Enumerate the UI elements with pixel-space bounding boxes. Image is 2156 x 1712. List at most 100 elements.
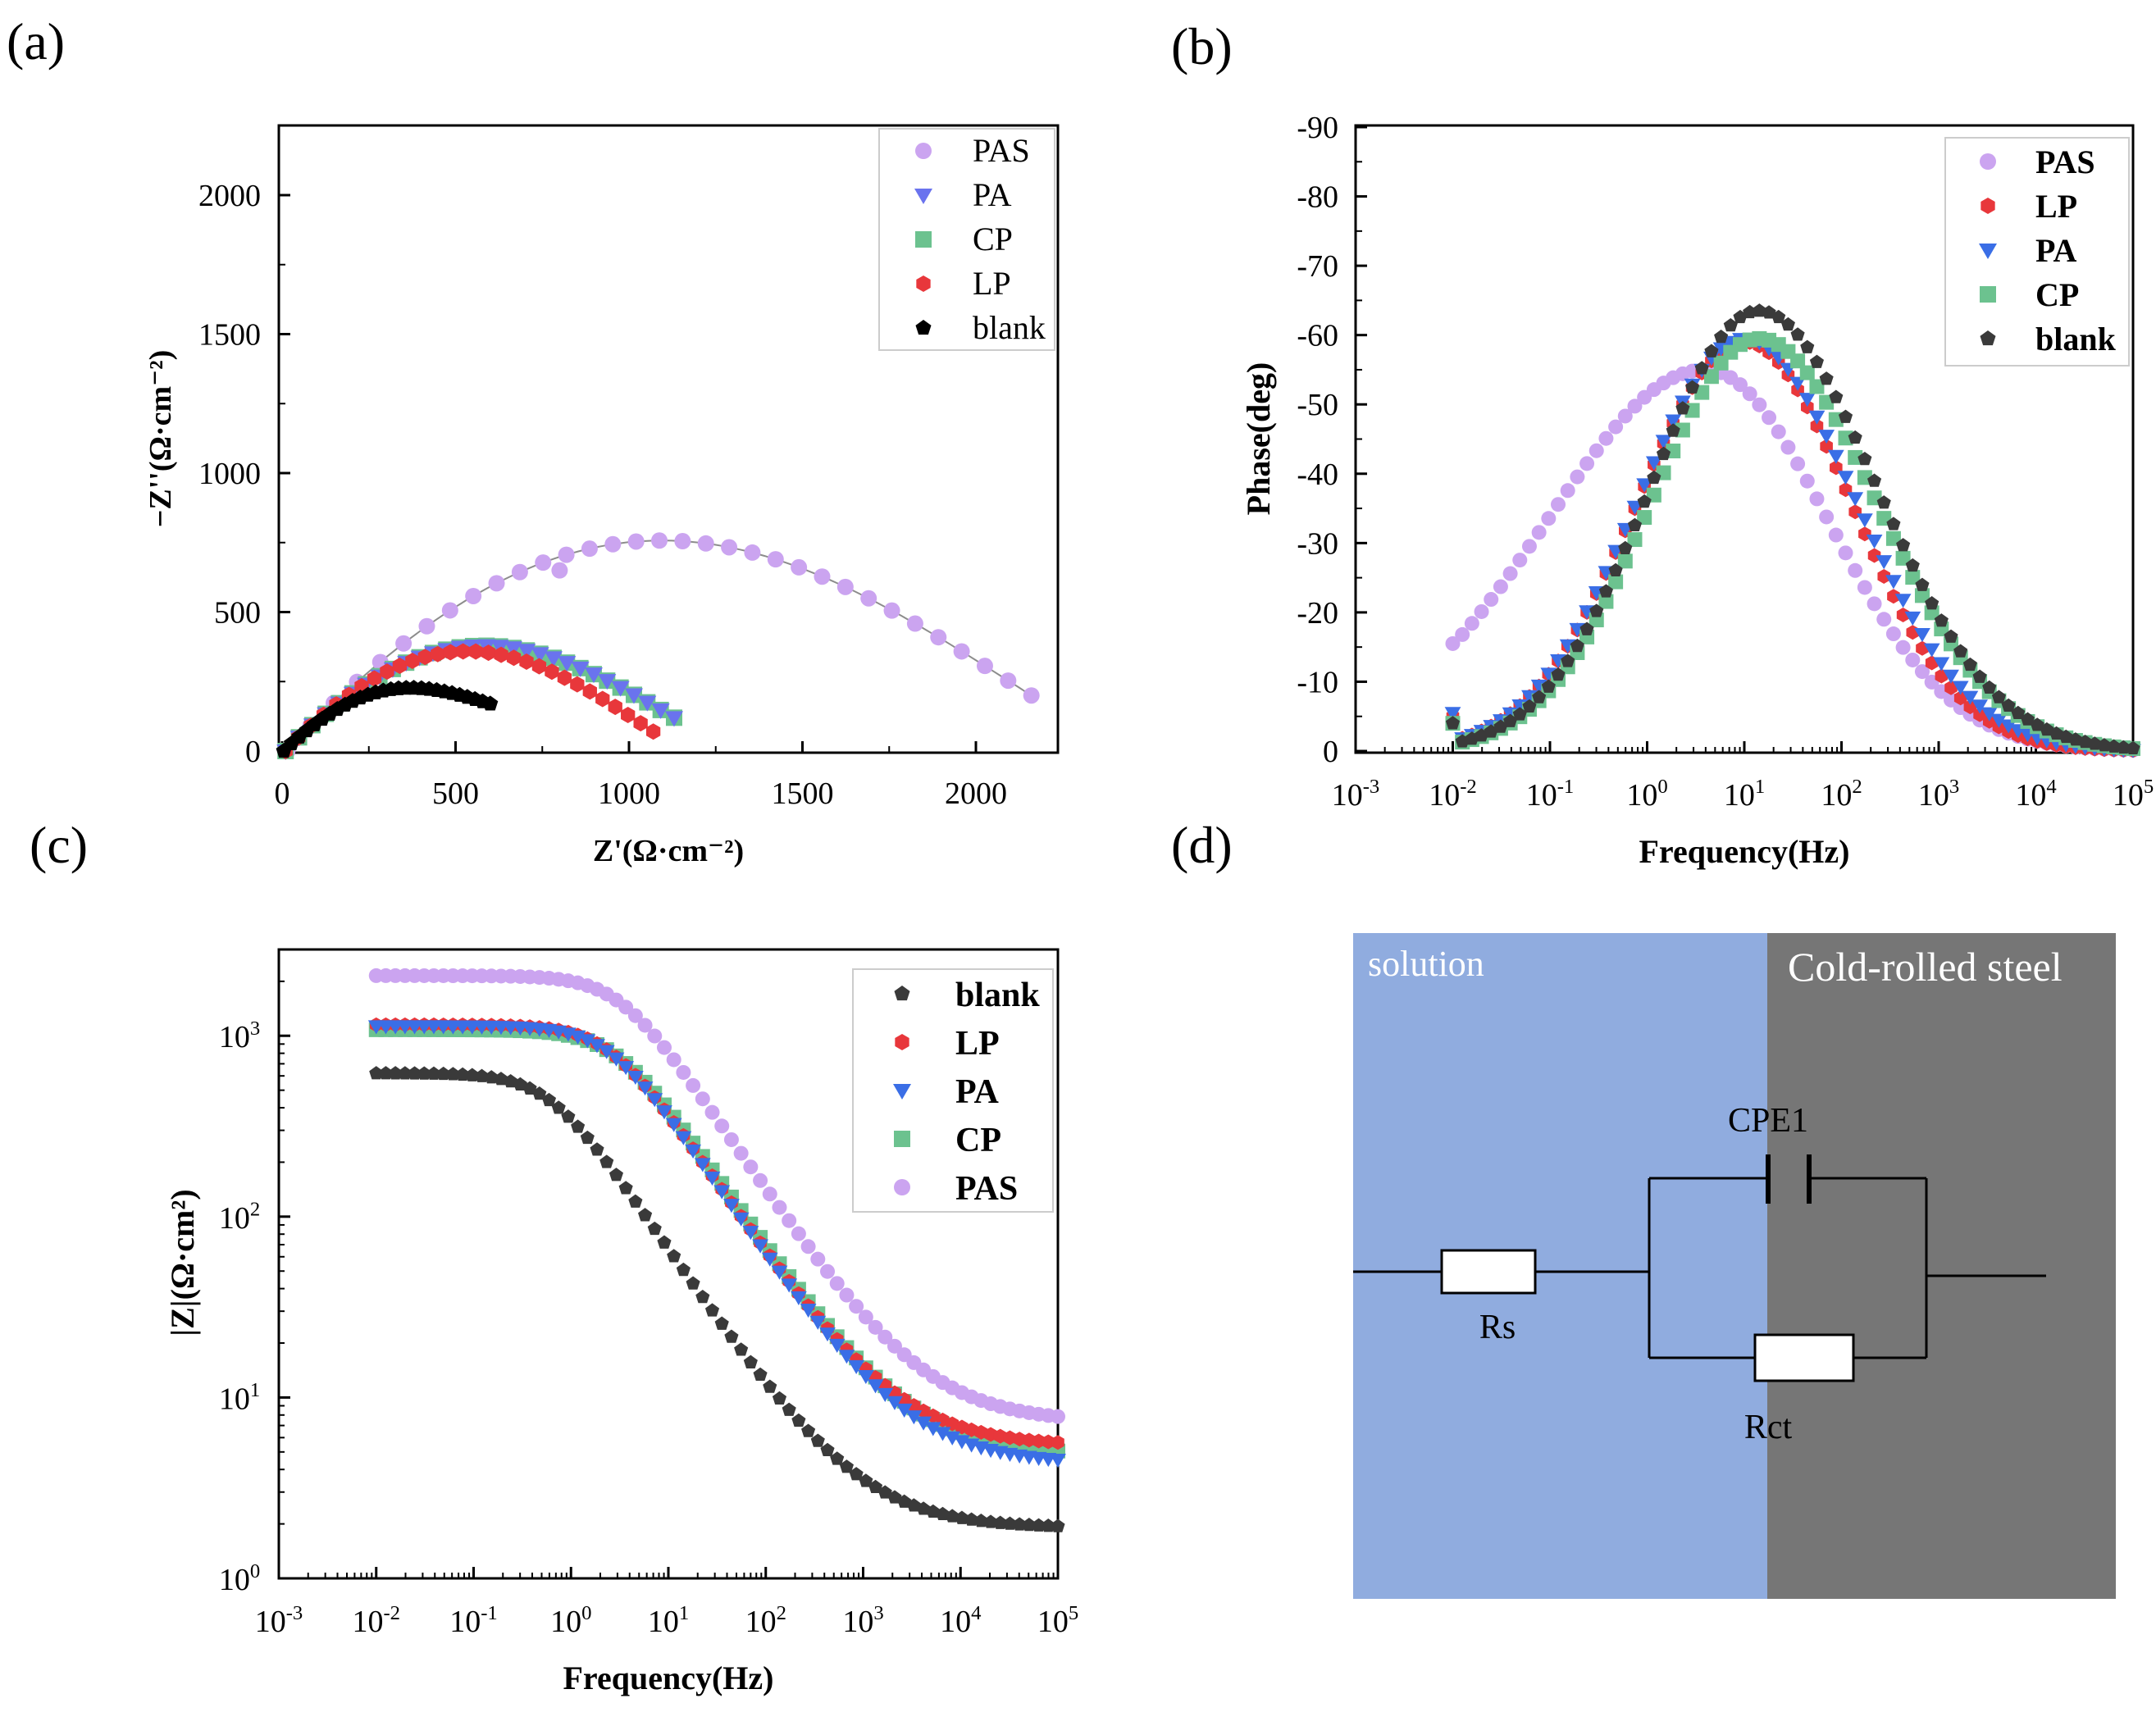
chart-b-point-blank xyxy=(1675,401,1690,415)
chart-c-point-blank xyxy=(667,1249,681,1263)
chart-b-point-PAS xyxy=(1895,640,1911,655)
chart-a-point-LP xyxy=(608,699,622,716)
chart-a-legend-box xyxy=(878,128,1055,351)
chart-c-point-LP xyxy=(1003,1430,1017,1446)
chart-b-point-PA xyxy=(1866,535,1883,549)
chart-c-point-blank xyxy=(810,1433,825,1447)
chart-a-point-blank xyxy=(482,695,499,711)
chart-b-point-CP xyxy=(1637,510,1652,526)
chart-b-point-PAS xyxy=(1531,525,1547,540)
chart-b-point-PAS xyxy=(1579,456,1595,471)
cpe1-capacitor xyxy=(1766,1154,1812,1204)
chart-a-point-PAS xyxy=(465,587,482,604)
chart-c-point-LP xyxy=(984,1427,997,1442)
chart-b-point-PAS xyxy=(1474,603,1489,619)
chart-b-point-blank xyxy=(1800,339,1815,353)
chart-c-point-blank xyxy=(753,1367,768,1382)
chart-a-point-PA xyxy=(517,644,536,660)
chart-c-point-PAS xyxy=(714,1118,730,1134)
chart-c-point-blank xyxy=(618,1181,633,1195)
chart-c-xtick-label: 100 xyxy=(550,1602,591,1639)
chart-b-point-CP xyxy=(1838,430,1853,446)
panel-label-d: (d) xyxy=(1171,816,1233,874)
solution-region xyxy=(1353,933,1767,1599)
chart-a-point-LP xyxy=(531,658,547,675)
chart-c-point-blank xyxy=(964,1512,979,1526)
chart-c-point-LP xyxy=(897,1391,911,1407)
chart-b-point-blank xyxy=(1694,361,1709,375)
chart-c-point-PA xyxy=(828,1338,846,1353)
chart-b-point-PAS xyxy=(1617,408,1633,424)
chart-c-point-blank xyxy=(571,1119,586,1133)
chart-c-point-PA xyxy=(627,1070,644,1086)
chart-a-point-PAS xyxy=(697,535,714,552)
chart-a-xtick-label: 500 xyxy=(432,776,479,811)
chart-c-point-blank xyxy=(599,1154,614,1168)
chart-c-point-LP xyxy=(955,1419,969,1435)
rs-label: Rs xyxy=(1479,1309,1516,1346)
chart-c-point-PAS xyxy=(743,1159,759,1175)
chart-b-xtick-label: 105 xyxy=(2113,776,2154,813)
chart-c-point-blank xyxy=(859,1473,873,1487)
chart-a-point-LP xyxy=(468,643,483,660)
chart-b-legend-label-PAS: PAS xyxy=(2035,143,2095,180)
chart-c-legend-marker-PA xyxy=(893,1084,911,1100)
chart-c-point-LP xyxy=(1013,1432,1026,1447)
chart-c-point-PAS xyxy=(656,1040,672,1055)
steel-label: Cold-rolled steel xyxy=(1788,944,2063,990)
solution-label: solution xyxy=(1368,944,1484,984)
chart-c-point-LP xyxy=(907,1398,921,1414)
chart-b-point-LP xyxy=(1867,548,1881,563)
chart-c-point-PA xyxy=(608,1052,625,1067)
chart-c-point-PA xyxy=(809,1315,827,1330)
chart-a-points xyxy=(276,532,1040,760)
chart-b-legend-marker-LP xyxy=(1981,198,1995,214)
chart-c-point-LP xyxy=(1051,1435,1064,1450)
chart-a-point-LP xyxy=(456,643,471,660)
chart-a-point-PAS xyxy=(551,562,568,579)
chart-a-legend-label-blank: blank xyxy=(973,309,1046,346)
chart-b-point-PA xyxy=(1923,643,1940,658)
chart-a-point-PAS xyxy=(604,535,622,553)
chart-b-point-blank xyxy=(2001,698,2016,713)
chart-c-point-blank xyxy=(1051,1518,1065,1532)
chart-b-legend-marker-PA xyxy=(1979,244,1997,259)
chart-b-point-CP xyxy=(1675,422,1690,438)
chart-b-point-blank xyxy=(2116,740,2131,754)
chart-b-ytick-label: -20 xyxy=(1297,596,1338,631)
chart-a-point-PAS xyxy=(744,544,761,561)
chart-c-point-blank xyxy=(551,1100,566,1114)
chart-a-ylabel: −Z''(Ω·cm⁻²) xyxy=(144,350,178,528)
chart-a-legend-label-CP: CP xyxy=(973,221,1013,257)
chart-c-point-PA xyxy=(675,1131,692,1145)
chart-a-point-PA xyxy=(584,667,603,684)
chart-a-point-PAS xyxy=(441,602,458,619)
chart-b-legend-marker-CP xyxy=(1980,286,1996,303)
chart-a-point-PA xyxy=(544,651,563,667)
chart-b-point-PA xyxy=(1530,679,1547,694)
chart-b-point-PAS xyxy=(1464,616,1479,631)
chart-c-point-blank xyxy=(388,1066,403,1080)
chart-b: 10-3 10-2 10-1 100 101 102 103 104 105 0 -10 -20 -30… xyxy=(1240,111,2154,870)
chart-c-point-blank xyxy=(704,1303,720,1317)
chart-b-point-LP xyxy=(1944,680,1958,695)
chart-b-point-CP xyxy=(1598,594,1614,609)
chart-b-ticks: 10-3 10-2 10-1 100 101 102 103 104 105 0 -10 -20 -30… xyxy=(1297,111,2154,813)
chart-b-legend-label-CP: CP xyxy=(2035,276,2079,313)
chart-c-point-PAS xyxy=(820,1264,836,1279)
chart-c-point-blank xyxy=(609,1168,624,1182)
chart-c-point-blank xyxy=(590,1142,604,1156)
chart-c-point-PA xyxy=(857,1369,874,1385)
chart-c-point-blank xyxy=(983,1514,998,1528)
chart-c-point-blank xyxy=(791,1413,806,1427)
chart-c-point-PAS xyxy=(887,1338,902,1354)
chart-a-point-PAS xyxy=(906,615,923,632)
chart-c-point-PA xyxy=(896,1403,913,1418)
chart-c-point-PAS xyxy=(782,1213,797,1228)
chart-b-point-CP xyxy=(1809,379,1825,394)
chart-b-point-PAS xyxy=(1809,491,1825,507)
panel-label-b: (b) xyxy=(1171,17,1233,75)
chart-c-ytick-label: 101 xyxy=(219,1379,260,1416)
chart-a-point-LP xyxy=(621,707,636,724)
chart-a-xtick-label: 1500 xyxy=(772,776,834,811)
